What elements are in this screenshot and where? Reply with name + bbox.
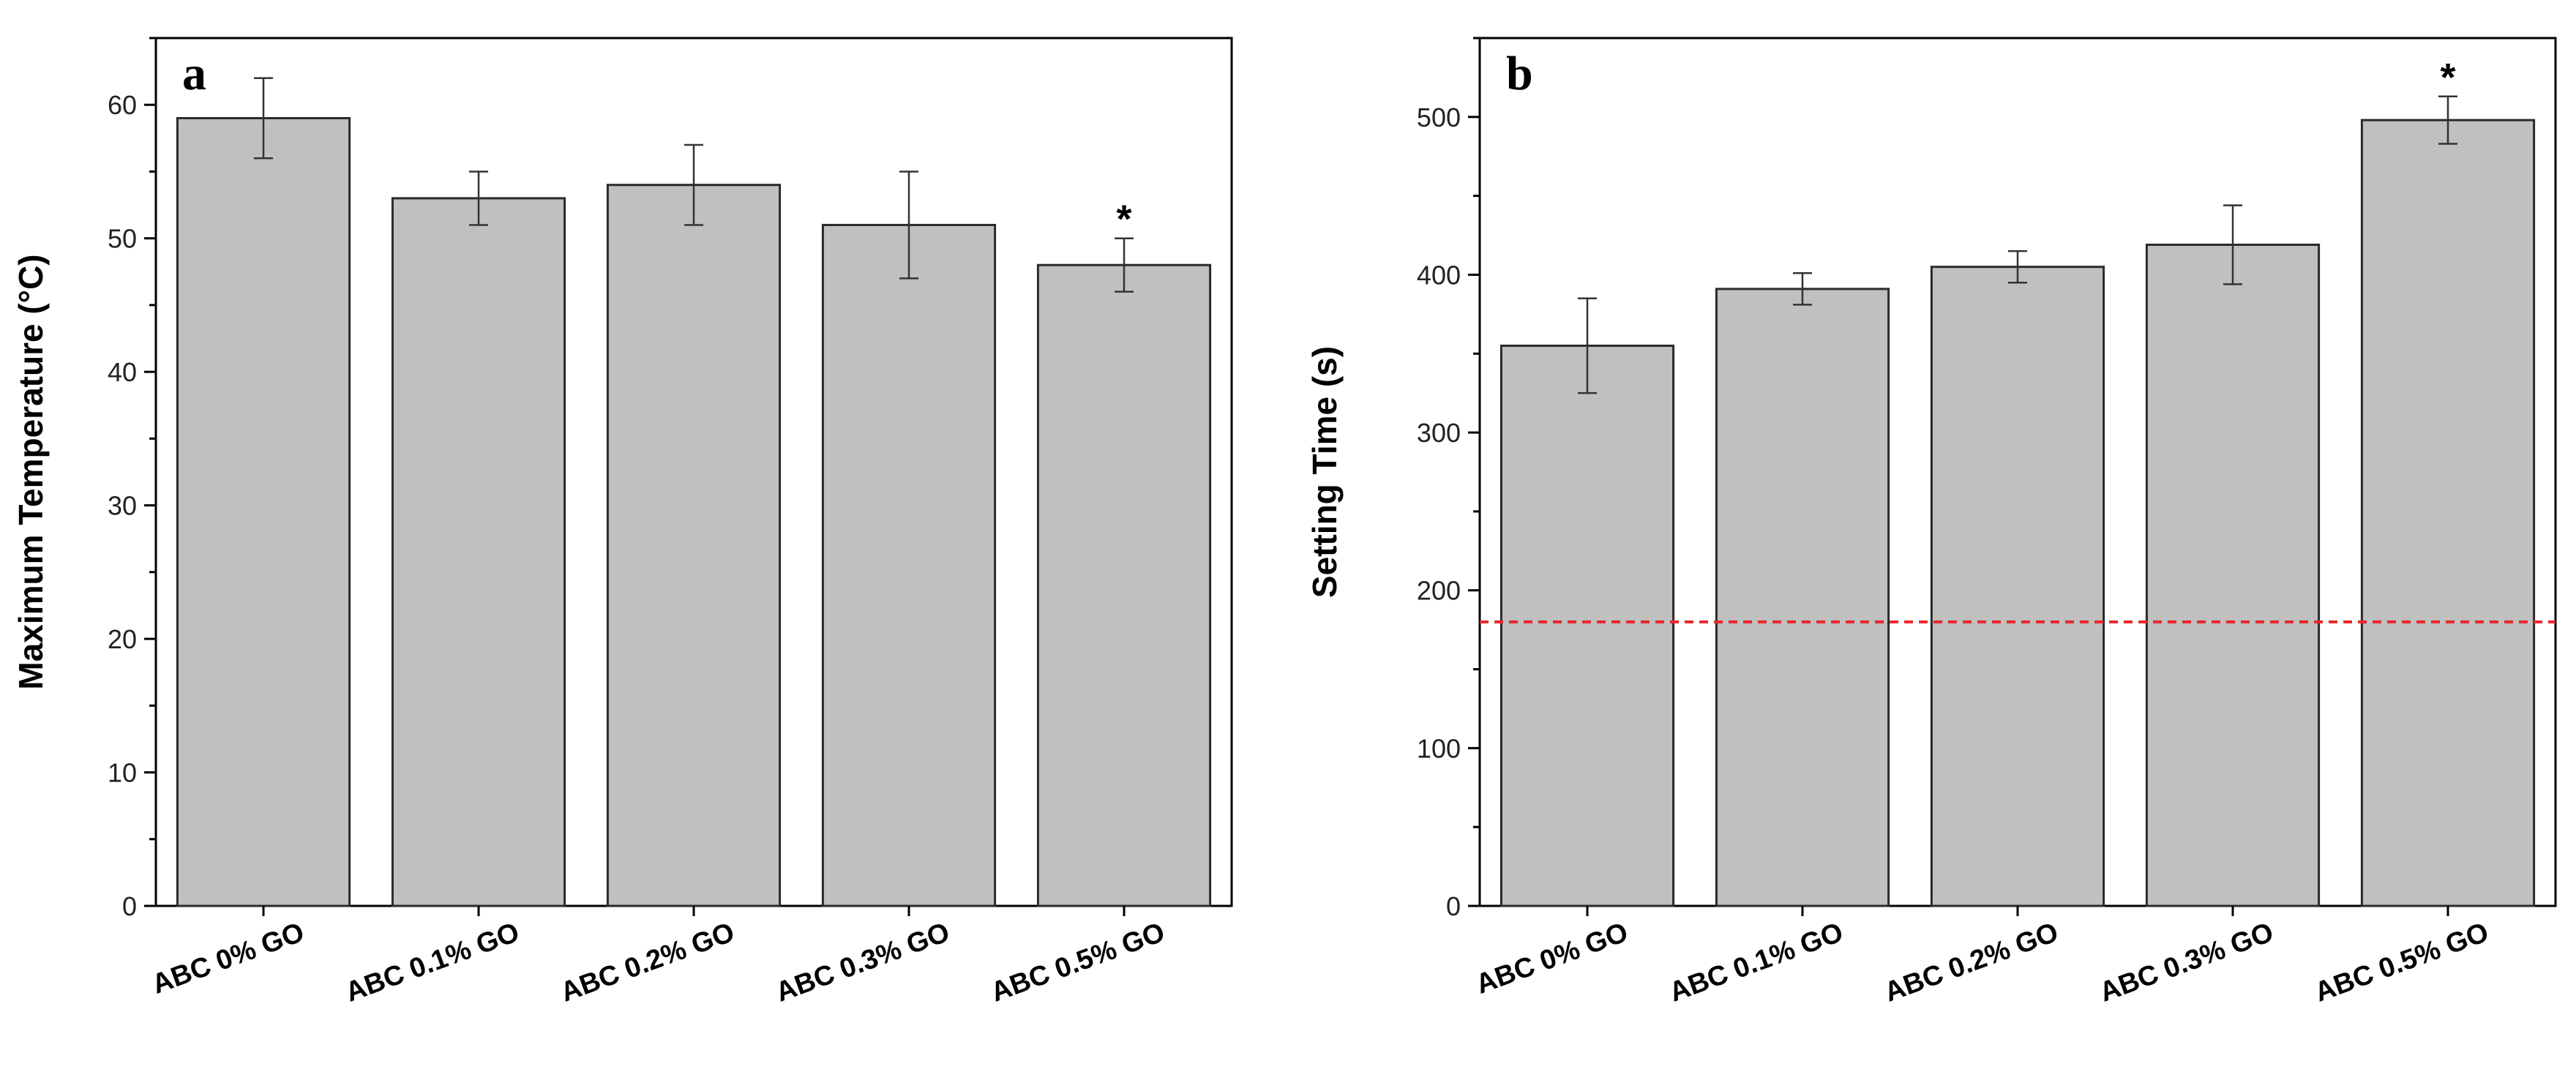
x-category-label: ABC 0.5% GO: [987, 917, 1169, 1008]
x-category-label: ABC 0.1% GO: [1666, 917, 1848, 1008]
x-category-label: ABC 0.3% GO: [2096, 917, 2278, 1008]
y-tick-label: 60: [108, 90, 137, 120]
bar: [1036, 263, 1212, 907]
x-category-label: ABC 0% GO: [1472, 917, 1632, 1000]
chart-panel-b: 0 100 200 300 400 500 Setting Time (s) b ABC 0% …: [1306, 37, 2557, 1008]
bar: [606, 184, 782, 907]
bar: [391, 197, 566, 907]
bar: [2145, 243, 2321, 907]
x-category-label: ABC 0.5% GO: [2311, 917, 2493, 1008]
bar: [1930, 266, 2105, 907]
panel-letter: b: [1506, 47, 1533, 100]
y-tick-label: 500: [1417, 102, 1461, 132]
y-tick-label: 30: [108, 491, 137, 521]
x-category-label: ABC 0.2% GO: [557, 917, 739, 1008]
bar: [821, 223, 997, 907]
y-axis-title: Maximum Temperature (°C): [12, 254, 50, 689]
bar: [176, 116, 351, 907]
chart-panel-a: 0 10 20 30 40 50 60 Maximum Temperature (°C) a AB…: [12, 37, 1233, 1008]
y-tick-label: 200: [1417, 576, 1461, 606]
y-axis-title: Setting Time (s): [1306, 346, 1344, 598]
x-category-label: ABC 0.1% GO: [342, 917, 524, 1008]
y-tick-label: 400: [1417, 260, 1461, 290]
bar: [2360, 119, 2536, 907]
panel-letter: a: [182, 47, 206, 100]
y-tick-label: 10: [108, 758, 137, 788]
significance-marker: *: [2440, 56, 2455, 100]
y-tick-label: 50: [108, 224, 137, 254]
y-tick-label: 300: [1417, 418, 1461, 448]
x-category-label: ABC 0.3% GO: [772, 917, 954, 1008]
bar: [1715, 288, 1890, 907]
bar: [1499, 344, 1675, 907]
y-tick-label: 0: [1446, 891, 1461, 921]
y-tick-label: 100: [1417, 733, 1461, 763]
x-category-label: ABC 0.2% GO: [1881, 917, 2063, 1008]
y-tick-label: 20: [108, 624, 137, 654]
y-tick-label: 0: [122, 891, 137, 921]
x-category-label: ABC 0% GO: [148, 917, 308, 1000]
significance-marker: *: [1116, 198, 1131, 241]
y-tick-label: 40: [108, 357, 137, 387]
